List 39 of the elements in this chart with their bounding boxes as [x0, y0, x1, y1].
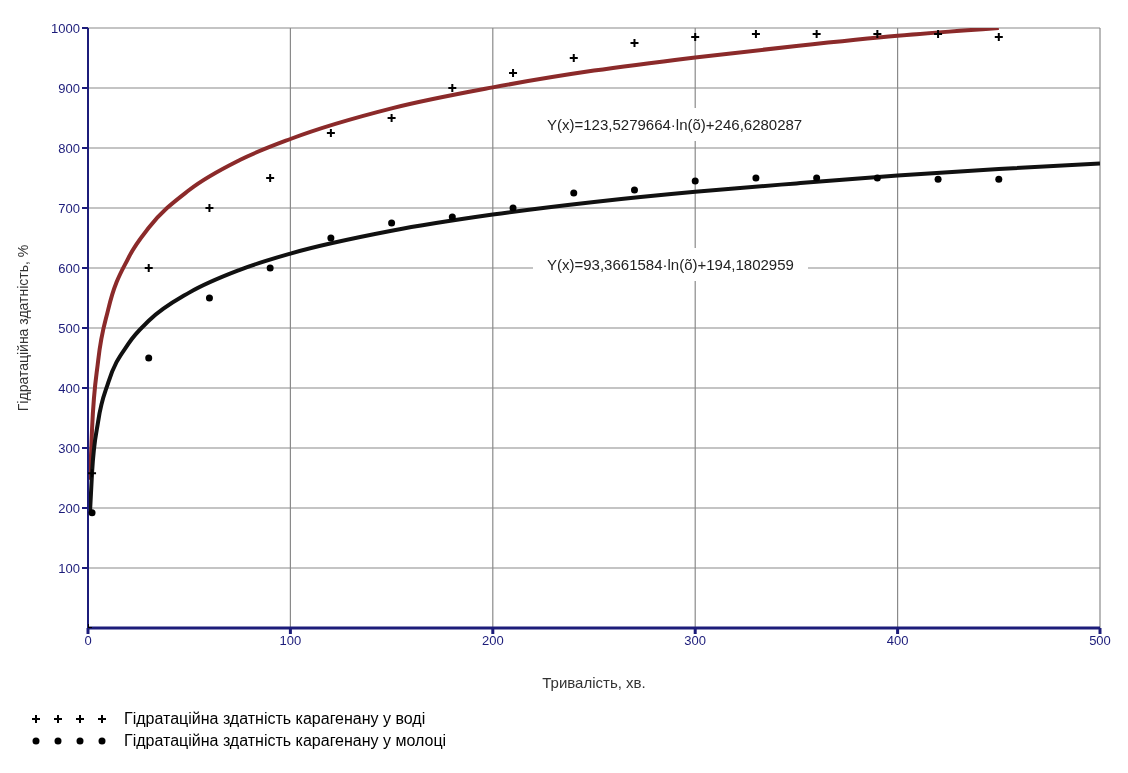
- x-axis-title: Тривалість, хв.: [542, 674, 646, 691]
- point: [630, 186, 638, 194]
- legend-label: Гідратаційна здатність карагенану у молоці: [124, 732, 447, 750]
- x-tick-label: 400: [886, 633, 909, 649]
- annotation: Y(x)=123,5279664·ln(õ)+246,6280287: [533, 108, 817, 141]
- y-tick-label: 1000: [51, 20, 80, 36]
- x-tick-label: 0: [84, 633, 92, 649]
- point: [570, 189, 578, 197]
- y-tick-label: 900: [58, 80, 80, 96]
- point: [691, 177, 699, 185]
- point: [205, 294, 213, 302]
- x-tick-label: 200: [481, 633, 504, 649]
- y-tick-label: 200: [58, 500, 80, 516]
- point: [266, 264, 274, 272]
- point: [873, 174, 881, 182]
- y-tick-label: 100: [58, 560, 80, 576]
- y-tick-label: 300: [58, 440, 80, 456]
- point: [509, 204, 517, 212]
- y-tick-label: 800: [58, 140, 80, 156]
- point: [388, 219, 396, 227]
- point: [995, 175, 1003, 183]
- point: [448, 213, 456, 221]
- y-tick-label: 400: [58, 380, 80, 396]
- line-series: [88, 28, 1001, 482]
- x-tick-label: 500: [1089, 633, 1111, 649]
- legend-label: Гідратаційна здатність карагенану у воді: [124, 710, 426, 728]
- point: [934, 175, 942, 183]
- y-tick-label: 700: [58, 200, 80, 216]
- point: [327, 234, 335, 242]
- y-tick-label: 500: [58, 320, 80, 336]
- annotation: Y(x)=93,3661584·ln(õ)+194,1802959: [533, 248, 808, 281]
- x-tick-label: 100: [279, 633, 302, 649]
- point: [88, 509, 96, 517]
- point: [145, 354, 153, 362]
- x-tick-label: 300: [684, 633, 707, 649]
- y-axis-title: Гідратаційна здатність, %: [14, 244, 31, 412]
- point: [813, 174, 821, 182]
- y-tick-label: 600: [58, 260, 80, 276]
- point: [752, 174, 760, 182]
